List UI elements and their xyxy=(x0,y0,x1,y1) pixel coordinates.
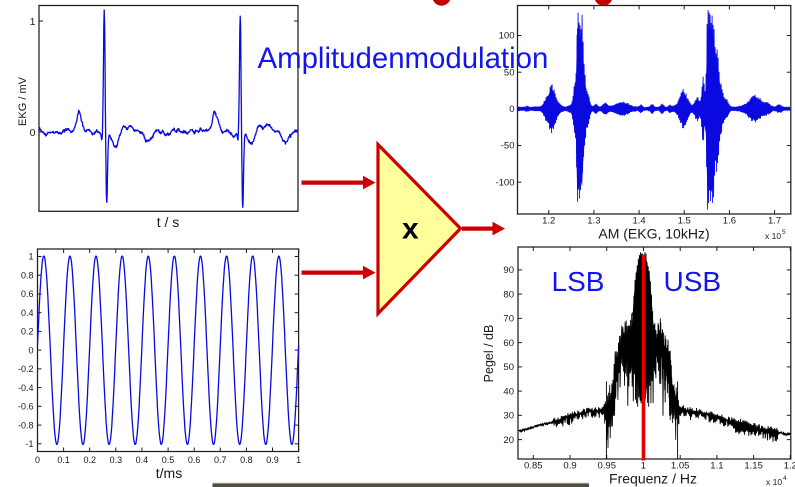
svg-text:1: 1 xyxy=(30,16,36,28)
svg-text:-0.2: -0.2 xyxy=(18,364,34,374)
svg-text:0.2: 0.2 xyxy=(21,327,34,337)
svg-text:0.95: 0.95 xyxy=(597,461,616,472)
svg-text:1.1: 1.1 xyxy=(710,461,723,472)
svg-text:0.9: 0.9 xyxy=(563,461,576,472)
svg-text:0.7: 0.7 xyxy=(214,455,227,465)
svg-text:1: 1 xyxy=(641,461,646,472)
svg-text:-50: -50 xyxy=(501,141,515,152)
svg-text:0.85: 0.85 xyxy=(524,461,543,472)
svg-text:4: 4 xyxy=(783,475,787,482)
svg-text:1.4: 1.4 xyxy=(632,216,645,227)
svg-text:0: 0 xyxy=(509,104,514,115)
svg-text:0.4: 0.4 xyxy=(136,455,149,465)
svg-text:20: 20 xyxy=(503,435,514,446)
svg-text:AM (EKG, 10kHz): AM (EKG, 10kHz) xyxy=(598,226,709,242)
svg-text:-0.8: -0.8 xyxy=(18,420,34,430)
svg-text:x 10: x 10 xyxy=(765,231,781,241)
svg-text:-100: -100 xyxy=(495,177,514,188)
svg-text:80: 80 xyxy=(503,289,514,300)
svg-text:-1: -1 xyxy=(25,439,33,449)
svg-text:1.15: 1.15 xyxy=(744,461,763,472)
svg-text:5: 5 xyxy=(782,229,786,236)
svg-text:x: x xyxy=(402,213,419,246)
svg-text:EKG / mV: EKG / mV xyxy=(17,76,29,126)
svg-text:1.05: 1.05 xyxy=(671,461,690,472)
svg-text:50: 50 xyxy=(503,362,514,373)
svg-text:100: 100 xyxy=(499,31,515,42)
svg-text:1.3: 1.3 xyxy=(587,216,600,227)
svg-text:0: 0 xyxy=(28,345,33,355)
svg-text:0.3: 0.3 xyxy=(110,455,123,465)
svg-text:Frequenz / Hz: Frequenz / Hz xyxy=(609,471,697,487)
svg-text:t / s: t / s xyxy=(157,214,180,230)
svg-text:1: 1 xyxy=(296,455,301,465)
svg-text:t/ms: t/ms xyxy=(156,465,182,481)
svg-text:0.5: 0.5 xyxy=(162,455,175,465)
svg-text:-0.4: -0.4 xyxy=(18,383,34,393)
svg-text:0.8: 0.8 xyxy=(21,270,34,280)
svg-text:Amplitudenmodulation: Amplitudenmodulation xyxy=(258,42,549,75)
svg-text:0.2: 0.2 xyxy=(83,455,96,465)
svg-text:0.1: 0.1 xyxy=(57,455,70,465)
svg-text:1.2: 1.2 xyxy=(542,216,555,227)
svg-text:90: 90 xyxy=(503,265,514,276)
svg-text:0.9: 0.9 xyxy=(266,455,279,465)
svg-text:60: 60 xyxy=(503,338,514,349)
svg-text:0.4: 0.4 xyxy=(21,308,34,318)
svg-text:30: 30 xyxy=(503,411,514,422)
svg-text:0.6: 0.6 xyxy=(188,455,201,465)
svg-text:0: 0 xyxy=(35,455,40,465)
svg-text:1: 1 xyxy=(28,252,33,262)
svg-text:0.6: 0.6 xyxy=(21,289,34,299)
svg-text:1.7: 1.7 xyxy=(768,216,781,227)
svg-text:USB: USB xyxy=(664,266,722,297)
svg-text:70: 70 xyxy=(503,314,514,325)
svg-text:1.5: 1.5 xyxy=(678,216,691,227)
svg-text:x 10: x 10 xyxy=(766,477,782,487)
svg-text:40: 40 xyxy=(503,386,514,397)
svg-text:-0.6: -0.6 xyxy=(18,402,34,412)
svg-text:0.8: 0.8 xyxy=(240,455,253,465)
svg-text:1.2: 1.2 xyxy=(784,461,795,472)
svg-text:Pegel / dB: Pegel / dB xyxy=(482,325,496,383)
svg-text:0: 0 xyxy=(30,127,36,139)
svg-text:50: 50 xyxy=(504,67,515,78)
svg-text:LSB: LSB xyxy=(552,266,605,297)
svg-text:1.6: 1.6 xyxy=(723,216,736,227)
